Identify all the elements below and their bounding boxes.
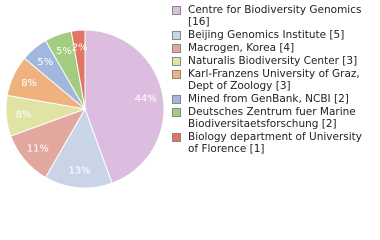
legend-swatch: [172, 57, 181, 66]
legend-swatch: [172, 31, 181, 40]
legend-label: Deutsches Zentrum fuer Marine Biodiversi…: [188, 106, 356, 130]
pie-area: 44%13%11%8%8%5%5% 2%: [5, 29, 165, 189]
legend-label: Beijing Genomics Institute [5]: [188, 29, 345, 41]
legend-label: Karl-Franzens University of Graz, Dept o…: [188, 68, 360, 92]
legend-label: Macrogen, Korea [4]: [188, 42, 295, 54]
slice-label: 13%: [69, 165, 91, 176]
legend-item: Naturalis Biodiversity Center [3]: [172, 55, 372, 67]
legend-label: Mined from GenBank, NCBI [2]: [188, 93, 349, 105]
legend-item: Macrogen, Korea [4]: [172, 42, 372, 54]
legend-swatch: [172, 108, 181, 117]
slice-label: 5%: [37, 57, 53, 68]
legend-swatch: [172, 44, 181, 53]
slice-label: 8%: [21, 78, 37, 89]
legend-swatch: [172, 95, 181, 104]
slice-label: 11%: [27, 144, 49, 155]
pie-slice: [44, 107, 113, 189]
slice-label: 2%: [72, 43, 88, 54]
legend-label: Biology department of University of Flor…: [188, 131, 362, 155]
slice-label: 5%: [56, 46, 72, 57]
legend-swatch: [172, 70, 181, 79]
legend-item: Beijing Genomics Institute [5]: [172, 29, 372, 41]
pie-slice: [70, 29, 86, 110]
slice-label: 44%: [135, 93, 157, 104]
legend-item: Centre for Biodiversity Genomics [16]: [172, 4, 372, 28]
legend-swatch: [172, 133, 181, 142]
slice-label: 8%: [16, 109, 32, 120]
legend-item: Deutsches Zentrum fuer Marine Biodiversi…: [172, 106, 372, 130]
legend-item: Mined from GenBank, NCBI [2]: [172, 93, 372, 105]
legend-item: Biology department of University of Flor…: [172, 131, 372, 155]
pie-slice: [84, 29, 165, 184]
legend-label: Centre for Biodiversity Genomics [16]: [188, 4, 362, 28]
legend-label: Naturalis Biodiversity Center [3]: [188, 55, 358, 67]
legend: Centre for Biodiversity Genomics [16] Bei…: [172, 4, 372, 156]
legend-item: Karl-Franzens University of Graz, Dept o…: [172, 68, 372, 92]
legend-swatch: [172, 6, 181, 15]
